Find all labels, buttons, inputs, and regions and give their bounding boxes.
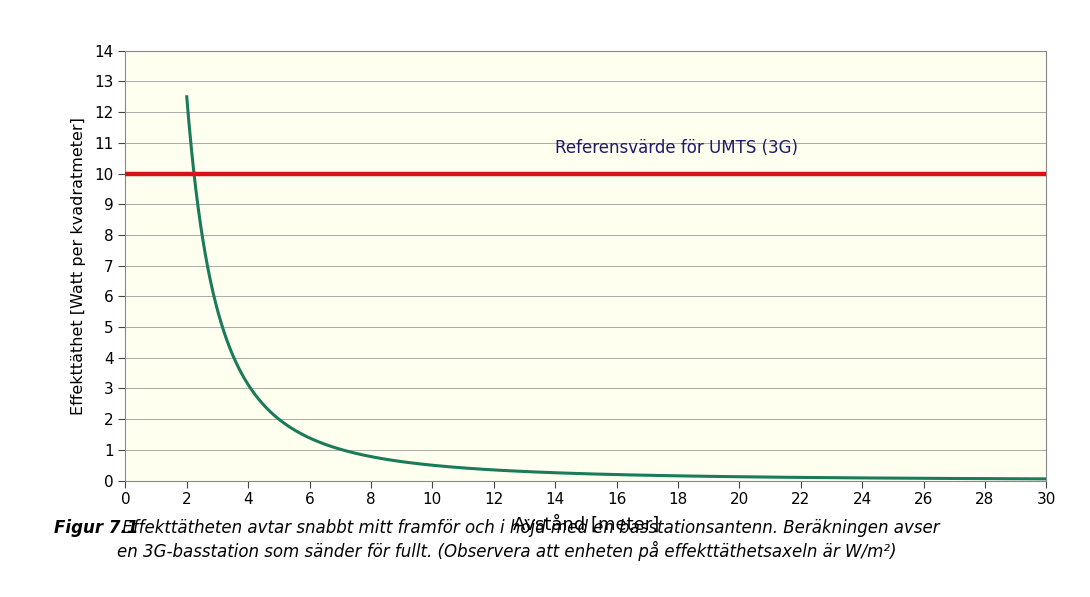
Text: Referensvärde för UMTS (3G): Referensvärde för UMTS (3G) [555, 139, 798, 156]
Text: Figur 7.1: Figur 7.1 [54, 519, 140, 537]
X-axis label: Avstånd [meter]: Avstånd [meter] [512, 516, 659, 534]
Text: Effekttätheten avtar snabbt mitt framför och i höjd med en basstationsantenn. Be: Effekttätheten avtar snabbt mitt framför… [117, 519, 940, 561]
Y-axis label: Effekttäthet [Watt per kvadratmeter]: Effekttäthet [Watt per kvadratmeter] [71, 117, 86, 414]
